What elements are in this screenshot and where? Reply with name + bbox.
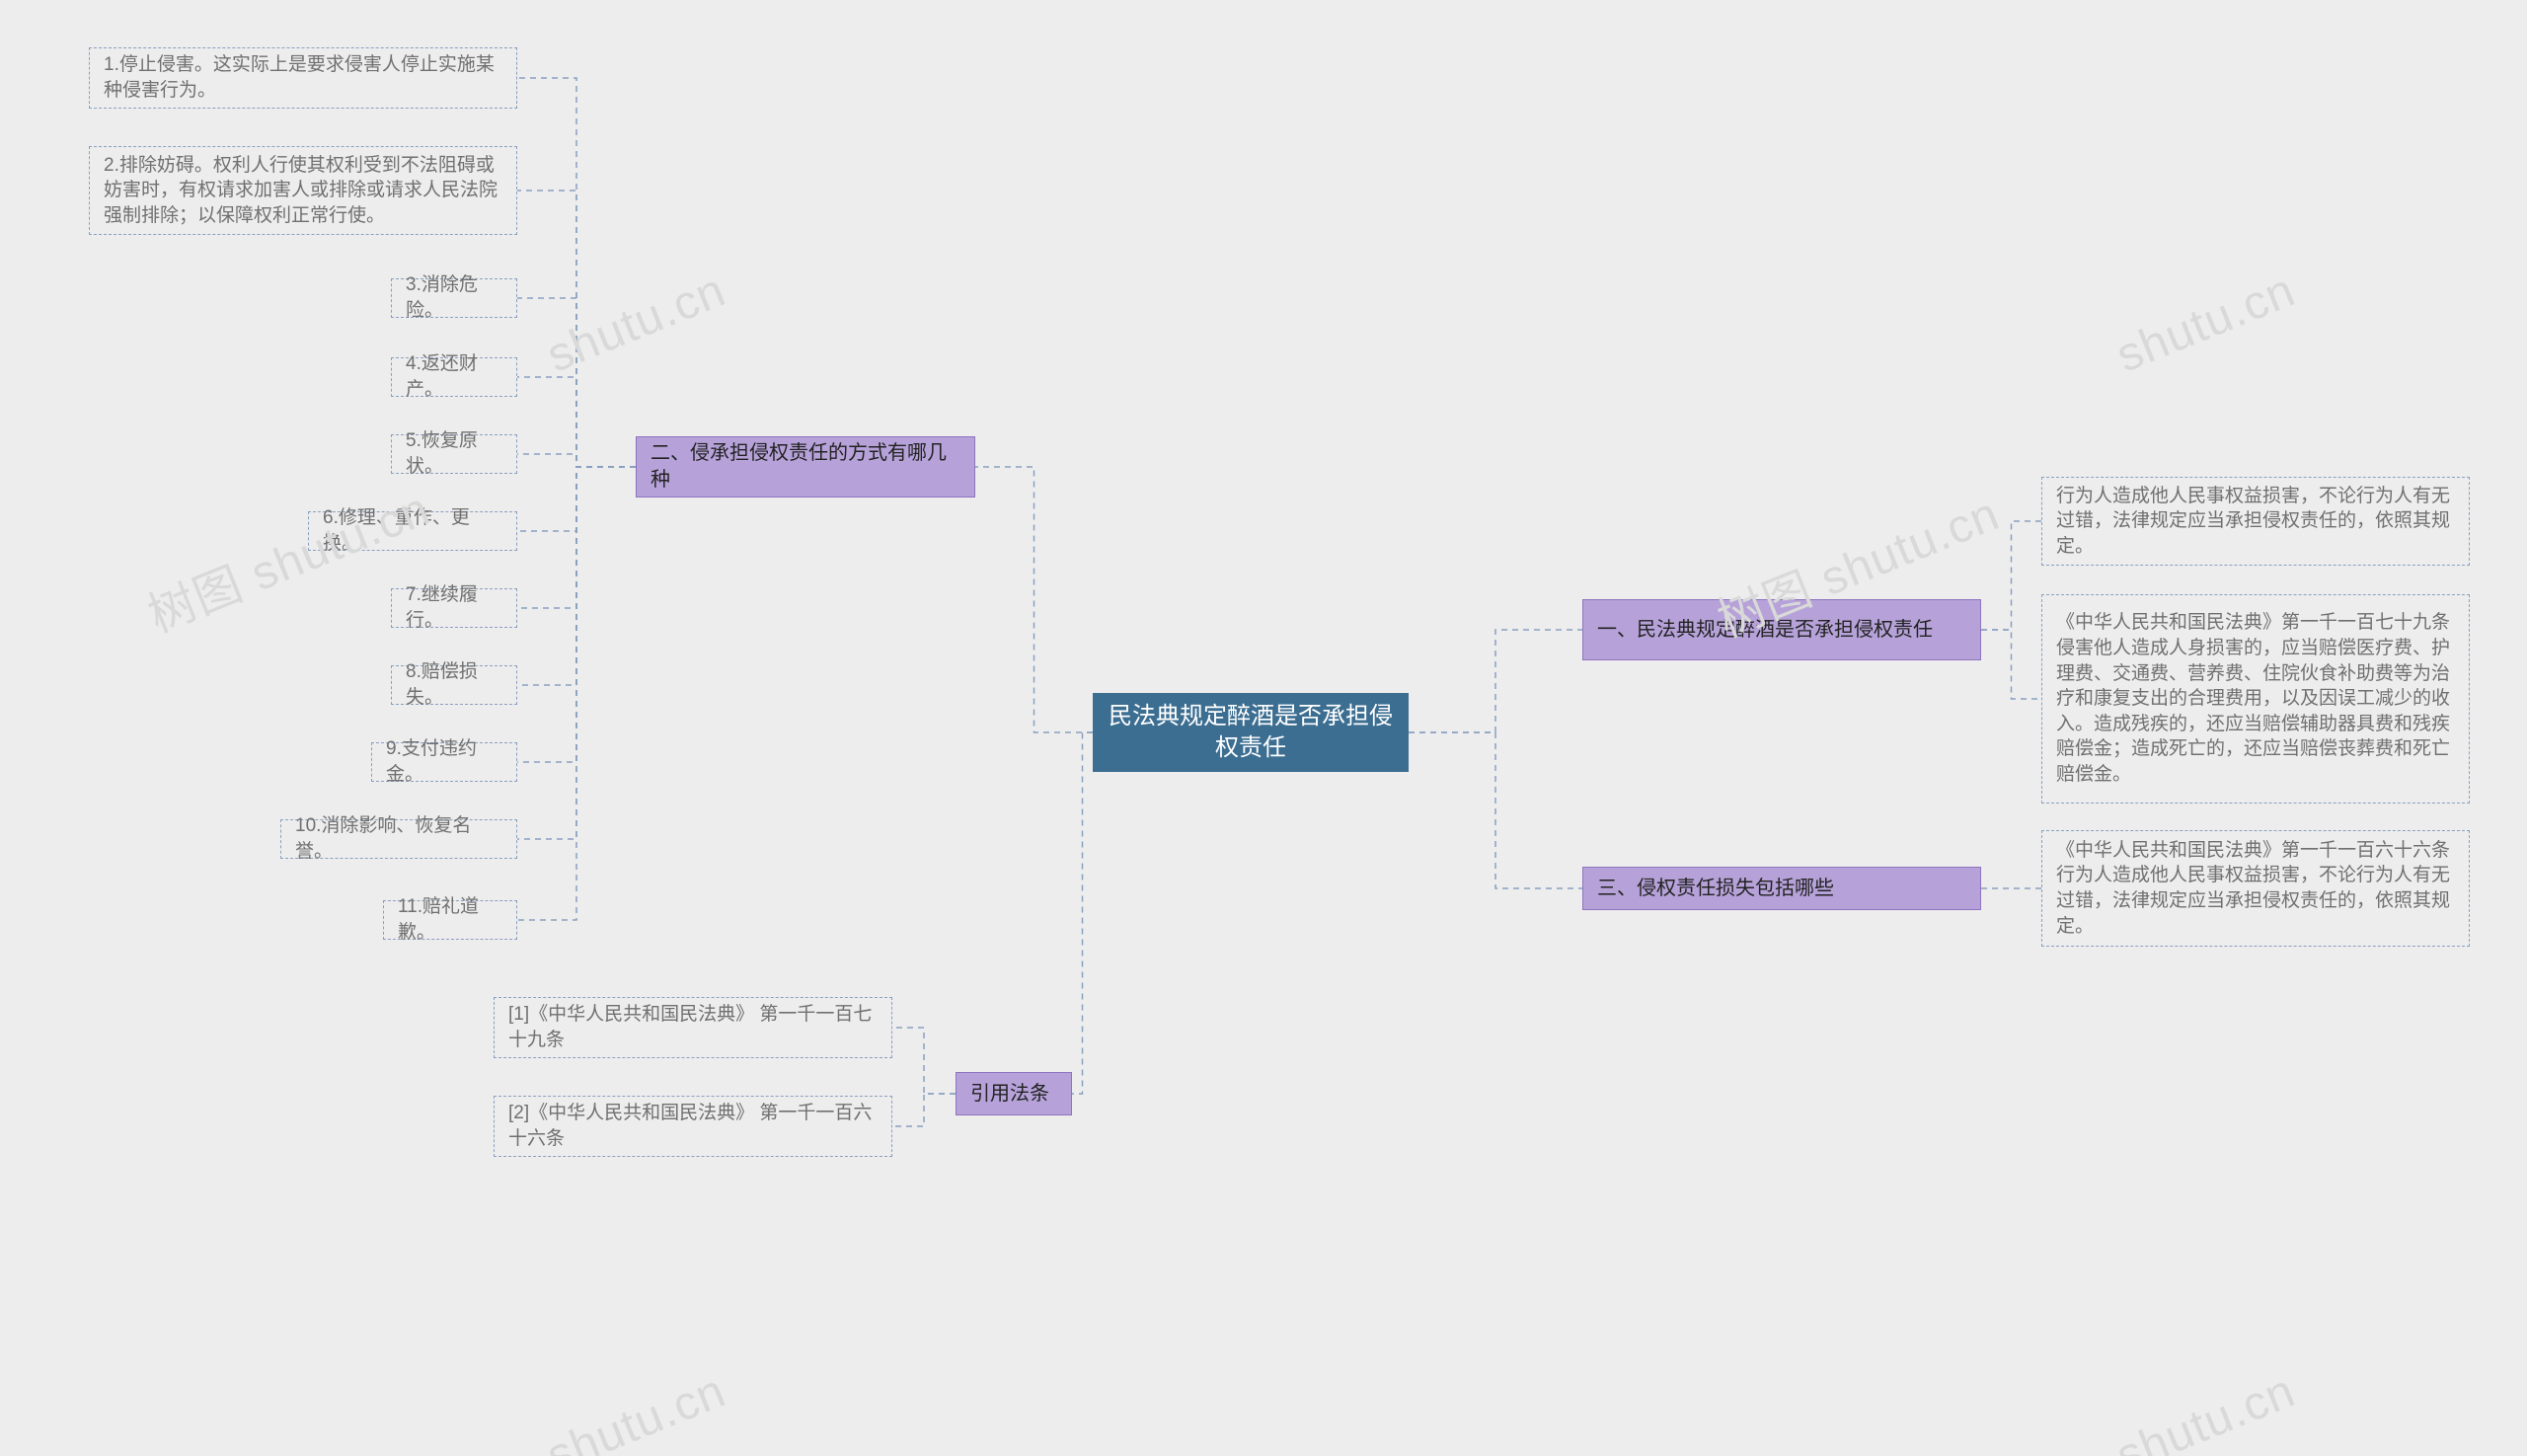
leaf-node: 2.排除妨碍。权利人行使其权利受到不法阻碍或妨害时，有权请求加害人或排除或请求人… <box>89 146 517 235</box>
leaf-node: 1.停止侵害。这实际上是要求侵害人停止实施某种侵害行为。 <box>89 47 517 109</box>
mindmap-root: 民法典规定醉酒是否承担侵权责任 <box>1093 693 1409 772</box>
leaf-node: 3.消除危险。 <box>391 278 517 318</box>
branch-node: 二、侵承担侵权责任的方式有哪几种 <box>636 436 975 498</box>
leaf-node: 4.返还财产。 <box>391 357 517 397</box>
leaf-node: [1]《中华人民共和国民法典》 第一千一百七十九条 <box>494 997 892 1058</box>
branch-node: 三、侵权责任损失包括哪些 <box>1582 867 1981 910</box>
leaf-node: [2]《中华人民共和国民法典》 第一千一百六十六条 <box>494 1096 892 1157</box>
leaf-node: 9.支付违约金。 <box>371 742 517 782</box>
watermark-text: shutu.cn <box>2109 1364 2303 1456</box>
watermark-text: shutu.cn <box>2109 264 2303 384</box>
branch-node: 引用法条 <box>956 1072 1072 1115</box>
leaf-node: 《中华人民共和国民法典》第一千一百七十九条侵害他人造成人身损害的，应当赔偿医疗费… <box>2041 594 2470 804</box>
leaf-node: 11.赔礼道歉。 <box>383 900 517 940</box>
leaf-node: 行为人造成他人民事权益损害，不论行为人有无过错，法律规定应当承担侵权责任的，依照… <box>2041 477 2470 566</box>
branch-node: 一、民法典规定醉酒是否承担侵权责任 <box>1582 599 1981 660</box>
leaf-node: 8.赔偿损失。 <box>391 665 517 705</box>
watermark-text: shutu.cn <box>540 264 733 384</box>
leaf-node: 6.修理、重作、更换。 <box>308 511 517 551</box>
watermark-text: shutu.cn <box>540 1364 733 1456</box>
leaf-node: 《中华人民共和国民法典》第一千一百六十六条行为人造成他人民事权益损害，不论行为人… <box>2041 830 2470 947</box>
leaf-node: 5.恢复原状。 <box>391 434 517 474</box>
leaf-node: 10.消除影响、恢复名誉。 <box>280 819 517 859</box>
leaf-node: 7.继续履行。 <box>391 588 517 628</box>
